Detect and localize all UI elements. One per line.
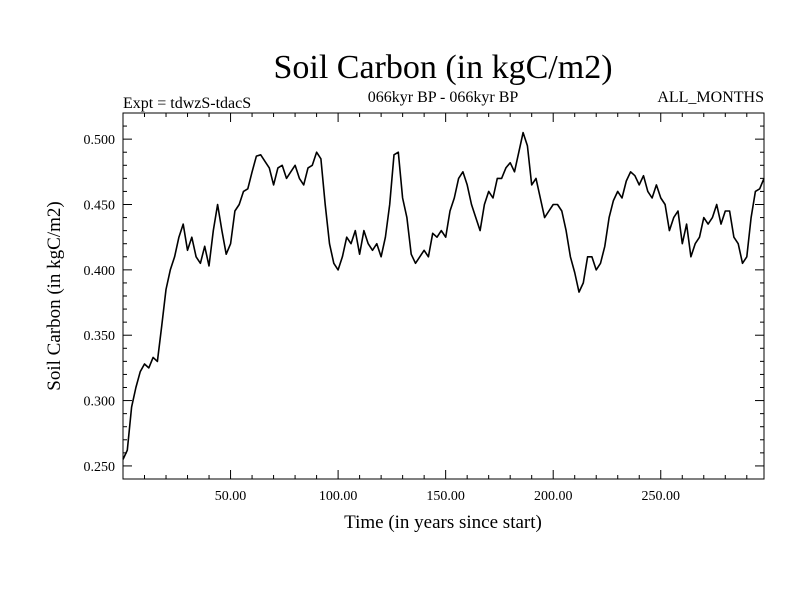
x-tick-label: 200.00	[534, 489, 573, 504]
x-tick-label: 50.00	[215, 489, 247, 504]
y-tick-label: 0.450	[84, 199, 116, 214]
period-label: 066kyr BP - 066kyr BP	[368, 89, 519, 106]
x-tick-label: 100.00	[319, 489, 358, 504]
x-axis-label: Time (in years since start)	[344, 512, 542, 533]
chart-title: Soil Carbon (in kgC/m2)	[273, 49, 612, 86]
y-tick-label: 0.300	[84, 395, 116, 410]
x-tick-label: 150.00	[426, 489, 465, 504]
y-tick-label: 0.500	[84, 133, 116, 148]
x-tick-label: 250.00	[642, 489, 681, 504]
experiment-label: Expt = tdwzS-tdacS	[123, 95, 251, 112]
y-axis-label: Soil Carbon (in kgC/m2)	[44, 201, 65, 390]
plot-frame	[122, 112, 765, 480]
soil-carbon-series-line	[122, 131, 765, 460]
y-tick-label: 0.250	[84, 460, 116, 475]
y-tick-label: 0.400	[84, 264, 116, 279]
months-label: ALL_MONTHS	[657, 89, 764, 106]
y-tick-label: 0.350	[84, 329, 116, 344]
